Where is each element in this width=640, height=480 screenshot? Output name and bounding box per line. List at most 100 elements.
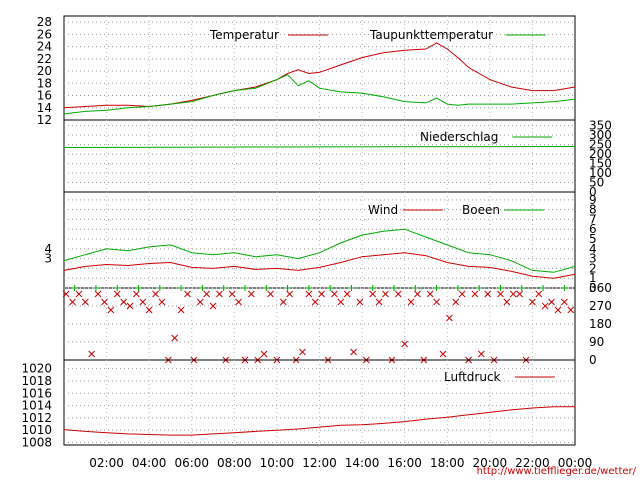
wind-direction-point: [286, 290, 294, 298]
y-tick-label: 200: [589, 147, 612, 161]
wind-direction-point: [260, 350, 268, 358]
y-tick-label: 360: [589, 281, 612, 295]
wind-direction-point: [284, 285, 291, 291]
x-tick-label: 18:00: [430, 456, 465, 470]
series-line-luftdruck: [63, 406, 575, 436]
wind-direction-point: [92, 285, 99, 291]
wind-direction-point: [101, 298, 108, 306]
wind-direction-point: [114, 285, 121, 291]
y-tick-label: 5: [589, 232, 597, 246]
y-tick-label: 90: [589, 335, 604, 349]
y-tick-label: 16: [37, 89, 52, 103]
wind-direction-point: [145, 306, 153, 314]
wind-direction-point: [554, 306, 562, 314]
wind-direction-point: [535, 290, 543, 298]
y-tick-label: 1020: [21, 362, 52, 376]
wind-direction-point: [394, 290, 402, 298]
wind-direction-point: [62, 290, 70, 298]
wind-direction-point: [135, 285, 142, 291]
y-tick-label: 1012: [21, 411, 52, 425]
wind-direction-point: [497, 290, 504, 298]
wind-direction-point: [305, 285, 312, 291]
wind-direction-point: [509, 290, 517, 298]
legend-niederschlag: Niederschlag: [420, 130, 498, 144]
legend-taupunkttemperatur: Taupunkttemperatur: [369, 28, 493, 42]
x-tick-label: 12:00: [302, 456, 337, 470]
wind-direction-point: [120, 298, 127, 306]
y-tick-label: 0: [589, 281, 597, 295]
y-tick-label: 350: [589, 119, 612, 133]
wind-direction-point: [471, 290, 479, 298]
wind-direction-point: [75, 290, 83, 298]
y-tick-label: 24: [37, 40, 52, 54]
wind-direction-point: [126, 302, 134, 310]
x-tick-label: 20:00: [473, 456, 508, 470]
y-tick-label: 1016: [21, 386, 52, 400]
wind-direction-point: [318, 290, 325, 298]
series-line-taupunkttemperatur: [63, 74, 576, 115]
wind-direction-point: [88, 350, 96, 358]
wind-direction-point: [518, 285, 525, 291]
x-tick-label: 08:00: [217, 456, 252, 470]
y-tick-label: 1018: [21, 374, 52, 388]
wind-direction-point: [414, 290, 421, 298]
wind-direction-point: [327, 285, 334, 291]
wind-direction-point: [458, 290, 466, 298]
wind-direction-point: [541, 302, 549, 310]
wind-direction-point: [343, 290, 351, 298]
wind-direction-point: [452, 298, 460, 306]
x-tick-label: 16:00: [387, 456, 422, 470]
wind-direction-point: [71, 285, 78, 291]
wind-direction-point: [177, 306, 185, 314]
wind-direction-point: [503, 298, 511, 306]
wind-direction-point: [209, 302, 217, 310]
series-line-wind: [63, 252, 576, 279]
y-tick-label: 9: [589, 193, 597, 207]
wind-direction-point: [220, 285, 227, 291]
y-tick-label: 1: [589, 271, 597, 285]
wind-direction-point: [267, 290, 274, 298]
series-line-niederschlag: [63, 146, 576, 148]
wind-direction-point: [113, 290, 121, 298]
wind-direction-point: [203, 290, 211, 298]
wind-direction-point: [305, 290, 313, 298]
wind-direction-point: [516, 290, 523, 298]
y-tick-label: 18: [37, 76, 52, 90]
wind-direction-point: [433, 285, 440, 291]
wind-direction-point: [69, 298, 76, 306]
y-tick-label: 150: [589, 157, 612, 171]
y-tick-label: 1014: [21, 399, 52, 413]
wind-direction-point: [158, 298, 166, 306]
wind-direction-point: [433, 298, 440, 306]
legend-luftdruck: Luftdruck: [444, 370, 501, 384]
legend-temperatur: Temperatur: [209, 28, 279, 42]
wind-direction-point: [477, 350, 485, 358]
wind-direction-point: [171, 334, 179, 342]
y-tick-label: 1010: [21, 423, 52, 437]
wind-direction-point: [356, 298, 364, 306]
wind-direction-point: [81, 298, 89, 306]
legend-boeen: Boeen: [462, 203, 500, 217]
wind-direction-point: [178, 285, 185, 291]
wind-direction-point: [561, 298, 568, 306]
wind-direction-point: [311, 298, 319, 306]
y-tick-label: 0: [589, 185, 597, 199]
y-tick-label: 12: [37, 113, 52, 127]
x-tick-label: 04:00: [132, 456, 167, 470]
y-tick-label: 26: [37, 27, 52, 41]
wind-direction-point: [412, 285, 419, 291]
y-tick-label: 14: [37, 101, 52, 115]
wind-direction-point: [107, 306, 115, 314]
wind-direction-point: [439, 350, 447, 358]
wind-direction-point: [235, 298, 242, 306]
wind-direction-point: [375, 298, 383, 306]
wind-direction-point: [94, 290, 102, 298]
wind-direction-point: [497, 285, 504, 291]
wind-direction-point: [391, 285, 398, 291]
wind-direction-point: [348, 285, 355, 291]
wind-direction-point: [152, 290, 159, 298]
x-tick-label: 00:00: [558, 456, 593, 470]
wind-direction-point: [156, 285, 163, 291]
y-tick-label: 0: [589, 353, 597, 367]
x-tick-label: 10:00: [260, 456, 295, 470]
